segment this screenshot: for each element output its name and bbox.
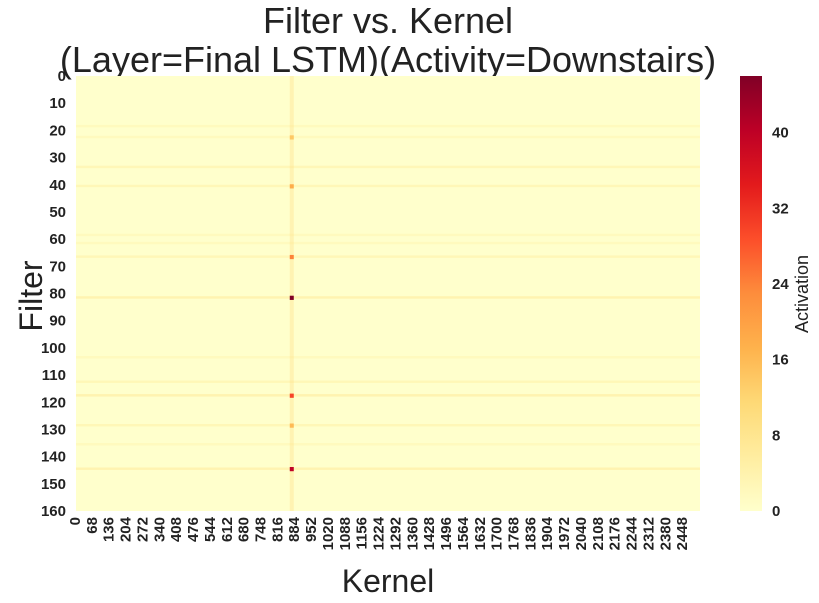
hot-column-band — [289, 76, 294, 511]
colorbar-tick-label: 32 — [772, 200, 789, 217]
y-tick-label: 60 — [49, 231, 66, 248]
colorbar-label: Activation — [792, 255, 812, 333]
x-tick-label: 1836 — [522, 517, 539, 550]
y-tick-label: 100 — [41, 340, 66, 357]
hot-row-band — [76, 165, 700, 169]
x-tick-label: 340 — [151, 517, 168, 542]
y-tick-label: 110 — [42, 367, 66, 384]
x-tick-label: 2448 — [674, 517, 691, 550]
y-tick-label: 30 — [49, 150, 66, 167]
colorbar-ticks: 0 8 16 24 32 40 — [772, 125, 789, 520]
x-tick-label: 272 — [134, 517, 151, 542]
y-tick-label: 20 — [49, 122, 66, 139]
x-tick-label: 2108 — [590, 517, 607, 550]
y-tick-label: 140 — [41, 449, 66, 466]
x-tick-label: 1224 — [371, 516, 388, 550]
colorbar-tick-label: 24 — [772, 276, 789, 293]
x-tick-label: 544 — [202, 516, 219, 542]
hot-row-band — [76, 443, 700, 446]
peak-cell — [289, 184, 294, 189]
colorbar — [740, 76, 762, 511]
peak-cell — [289, 135, 294, 140]
x-tick-label: 1496 — [438, 517, 455, 550]
x-tick-label: 2040 — [573, 517, 590, 550]
x-tick-label: 136 — [101, 517, 118, 542]
y-axis-ticks: 0 10 20 30 40 50 60 70 80 90 100 110 120 130 140 150 160 — [41, 68, 66, 520]
y-tick-label: 150 — [41, 476, 66, 493]
chart-title-line2: (Layer=Final LSTM)(Activity=Downstairs) — [60, 39, 716, 80]
x-tick-label: 1292 — [387, 517, 404, 550]
x-tick-label: 680 — [236, 517, 253, 542]
hot-row-band — [76, 467, 700, 470]
chart-title-line1: Filter vs. Kernel — [263, 0, 513, 41]
hot-row-band — [76, 380, 700, 383]
hot-row-band — [76, 233, 700, 237]
y-tick-label: 90 — [49, 313, 66, 330]
y-tick-label: 50 — [49, 204, 66, 221]
x-tick-label: 1156 — [354, 517, 371, 550]
hot-row-band — [76, 296, 700, 299]
y-tick-label: 80 — [49, 286, 66, 303]
hot-row-band — [76, 424, 700, 427]
x-tick-label: 748 — [253, 517, 270, 542]
x-tick-label: 1428 — [421, 517, 438, 550]
x-tick-label: 68 — [84, 517, 101, 534]
x-tick-label: 1972 — [556, 517, 573, 550]
x-axis-ticks: 0 68 136 204 272 340 408 476 544 612 680 748 816 884 9… — [67, 516, 691, 550]
peak-cell — [289, 467, 294, 472]
x-tick-label: 2176 — [607, 517, 624, 550]
x-tick-label: 952 — [303, 517, 320, 542]
x-tick-label: 1700 — [489, 517, 506, 550]
hot-row-band — [76, 135, 700, 139]
x-tick-label: 1768 — [505, 517, 522, 550]
colorbar-tick-label: 0 — [772, 503, 780, 520]
peak-cell — [289, 295, 294, 300]
y-tick-label: 70 — [49, 258, 66, 275]
hot-row-band — [76, 241, 700, 245]
hot-row-band — [76, 356, 700, 359]
x-tick-label: 1360 — [404, 517, 421, 550]
x-tick-label: 1564 — [455, 516, 472, 550]
y-tick-label: 0 — [58, 68, 66, 85]
hot-row-band — [76, 255, 700, 258]
heatmap-background — [76, 76, 700, 511]
heatmap-cells — [76, 76, 700, 511]
peak-cell — [289, 254, 294, 260]
x-tick-label: 204 — [118, 516, 135, 542]
x-tick-label: 2312 — [640, 517, 657, 550]
y-tick-label: 160 — [41, 503, 66, 520]
x-tick-label: 476 — [185, 517, 202, 542]
y-tick-label: 10 — [49, 95, 66, 112]
x-tick-label: 1904 — [539, 516, 556, 550]
y-tick-label: 40 — [49, 177, 66, 194]
x-tick-label: 612 — [219, 517, 236, 542]
x-tick-label: 1088 — [337, 517, 354, 550]
y-tick-label: 120 — [41, 394, 66, 411]
x-tick-label: 1020 — [320, 517, 337, 550]
colorbar-tick-label: 8 — [772, 427, 780, 444]
x-axis-label: Kernel — [342, 563, 435, 599]
peak-cell — [289, 393, 294, 398]
x-tick-label: 2244 — [624, 516, 641, 550]
x-tick-label: 408 — [168, 517, 185, 542]
x-tick-label: 884 — [286, 516, 303, 542]
hot-row-band — [76, 394, 700, 397]
x-tick-label: 2380 — [657, 517, 674, 550]
x-tick-label: 816 — [269, 517, 286, 542]
colorbar-tick-label: 40 — [772, 125, 789, 142]
x-tick-label: 1632 — [472, 517, 489, 550]
peak-cell — [289, 423, 294, 428]
x-tick-label: 0 — [67, 517, 84, 525]
y-tick-label: 130 — [41, 421, 66, 438]
colorbar-tick-label: 16 — [772, 352, 789, 369]
hot-row-band — [76, 124, 700, 128]
hot-row-band — [76, 184, 700, 188]
y-axis-label: Filter — [13, 260, 49, 331]
